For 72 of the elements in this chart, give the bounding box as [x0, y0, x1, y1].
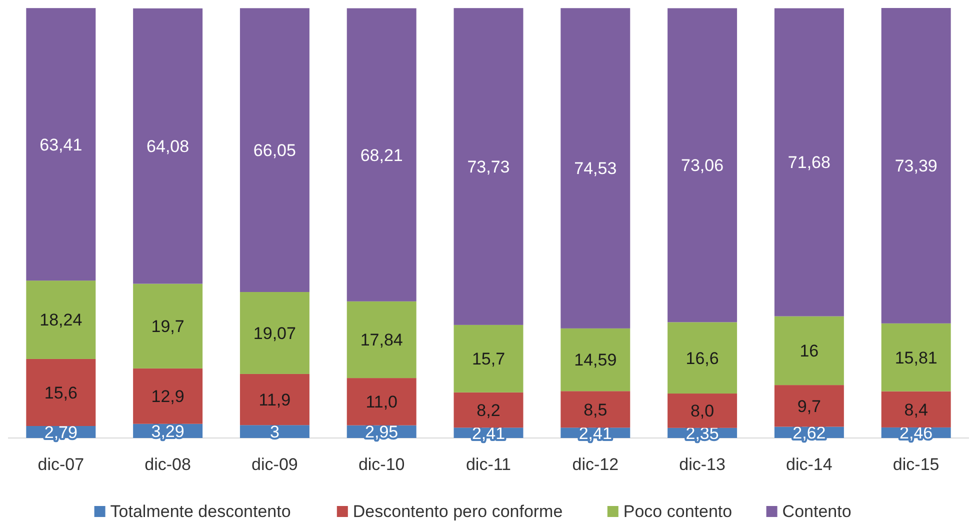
data-label: 8,5: [584, 400, 608, 420]
x-tick-label: dic-10: [358, 455, 405, 474]
bar: [668, 8, 738, 322]
x-tick-label: dic-14: [786, 455, 832, 474]
bar: [454, 392, 524, 428]
data-label: 63,41: [40, 135, 82, 154]
data-label: 15,81: [894, 348, 938, 368]
data-label: 9,7: [797, 396, 822, 416]
bar: [774, 385, 844, 427]
data-label: 16,6: [686, 348, 719, 368]
bar: [560, 328, 630, 392]
data-label: 2,95: [365, 422, 398, 442]
bar: [26, 280, 96, 359]
x-tick-label: dic-09: [252, 455, 298, 474]
x-tick-label: dic-13: [679, 455, 726, 474]
data-label: 68,21: [360, 146, 403, 165]
data-label: 66,05: [253, 141, 296, 160]
legend-label: Poco contento: [623, 502, 732, 521]
data-label: 73,73: [467, 157, 510, 176]
x-tick-label: dic-07: [38, 455, 84, 474]
bar: [133, 368, 203, 424]
bar: [346, 8, 416, 302]
bar: [240, 8, 310, 292]
legend-label: Contento: [782, 502, 852, 521]
data-label: 17,84: [360, 330, 403, 350]
data-label: 15,7: [472, 350, 506, 369]
x-tick-label: dic-08: [144, 455, 191, 474]
bar: [774, 316, 844, 386]
bar: [881, 8, 951, 324]
bar: [240, 292, 310, 374]
data-label: 11,9: [258, 390, 291, 410]
bar: [26, 8, 96, 281]
data-label: 3,29: [151, 422, 184, 441]
data-label: 3: [270, 422, 280, 442]
data-label: 71,68: [788, 153, 830, 172]
data-label: 15,6: [44, 383, 78, 402]
bar: [881, 391, 951, 428]
bar: [668, 394, 738, 428]
bar: [346, 378, 416, 426]
data-label: 73,06: [681, 156, 724, 176]
data-label: 14,59: [574, 350, 617, 370]
bar: [346, 301, 416, 378]
bar: [454, 8, 524, 325]
bar: [668, 322, 738, 394]
data-label: 2,62: [792, 423, 826, 442]
data-label: 8,2: [476, 400, 500, 420]
data-label: 18,24: [40, 310, 82, 330]
bar: [133, 284, 203, 368]
legend-label: Totalmente descontento: [110, 502, 291, 521]
x-tick-label: dic-12: [572, 455, 619, 474]
bar: [240, 374, 310, 426]
data-label: 11,0: [366, 392, 398, 412]
bar: [881, 323, 951, 392]
bar: [133, 8, 203, 284]
data-label: 19,7: [151, 317, 184, 336]
bar: [560, 8, 630, 328]
x-tick-label: dic-15: [892, 455, 940, 474]
bar: [774, 8, 844, 316]
data-label: 2,79: [44, 422, 78, 442]
data-label: 12,9: [151, 387, 184, 406]
bar: [560, 391, 630, 428]
data-label: 64,08: [146, 137, 190, 156]
x-tick-label: dic-11: [466, 455, 512, 474]
bar: [454, 324, 524, 392]
bar: [26, 358, 96, 426]
data-label: 8,0: [690, 402, 714, 421]
data-label: 74,53: [574, 159, 617, 178]
data-label: 16: [800, 342, 819, 361]
data-label: 19,07: [253, 324, 296, 343]
legend-label: Descontento pero conforme: [352, 502, 563, 521]
data-label: 8,4: [904, 400, 928, 420]
data-label: 73,39: [894, 156, 938, 176]
